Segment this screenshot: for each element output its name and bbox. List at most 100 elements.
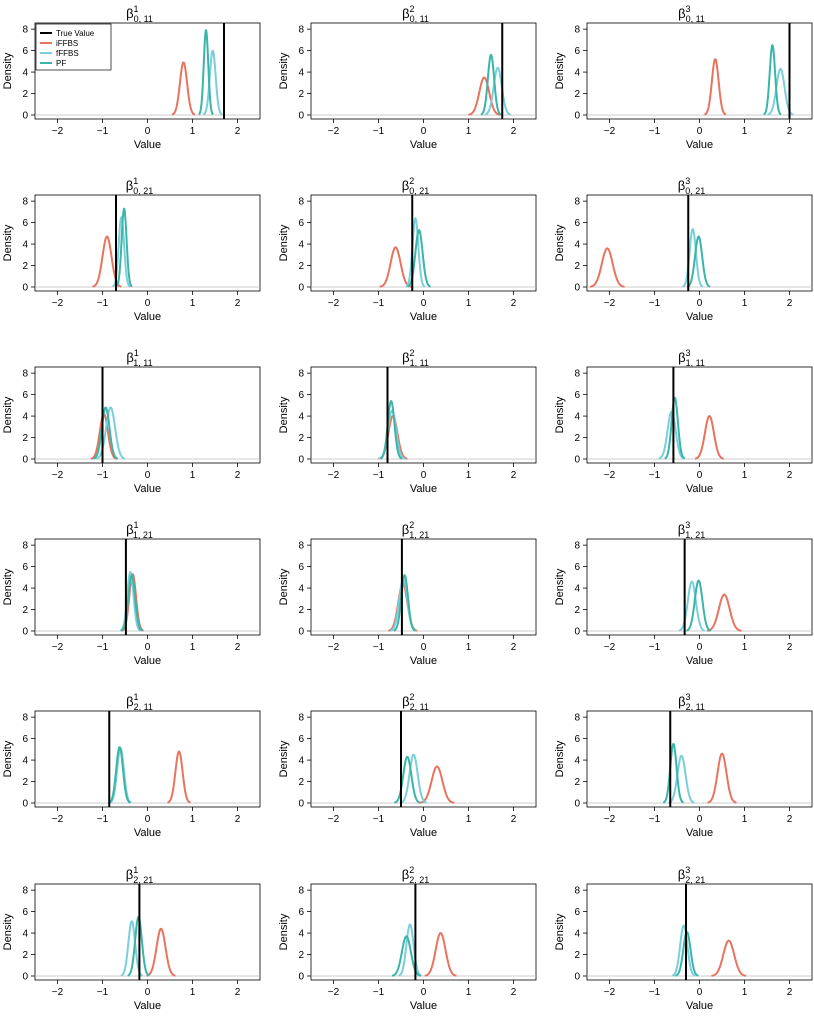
panel-title: β1 2, 21 — [126, 865, 154, 885]
panel-title: β1 1, 21 — [126, 520, 153, 540]
x-axis-label: Value — [686, 827, 713, 839]
title-symbol: β — [678, 867, 685, 882]
x-axis-label: Value — [410, 139, 437, 151]
y-tick-label: 0 — [22, 455, 28, 466]
y-axis-label: Density — [2, 913, 14, 950]
x-axis-label: Value — [410, 483, 437, 495]
panel-title: β3 0, 21 — [678, 176, 706, 196]
y-tick-label: 6 — [574, 562, 580, 573]
x-tick-label: 0 — [421, 642, 427, 653]
y-axis-label: Density — [2, 396, 14, 433]
density-curve-iffbs — [589, 247, 626, 288]
title-symbol: β — [678, 350, 685, 365]
density-curve-pf — [685, 579, 712, 632]
y-tick-label: 4 — [22, 240, 28, 251]
x-tick-label: 0 — [145, 987, 151, 998]
x-tick-label: −2 — [604, 987, 616, 998]
plot-frame — [34, 366, 261, 464]
y-axis-label: Density — [278, 52, 290, 89]
y-tick-label: 4 — [22, 584, 28, 595]
y-tick-label: 4 — [574, 929, 580, 940]
y-tick-label: 0 — [574, 972, 580, 983]
panel-title: β2 0, 21 — [402, 176, 430, 196]
panel-title: β2 1, 11 — [402, 348, 429, 368]
x-tick-label: 2 — [235, 814, 241, 825]
panel-title: β3 2, 21 — [678, 865, 706, 885]
title-subscript: 1, 21 — [685, 530, 705, 540]
x-axis-label: Value — [686, 1000, 713, 1012]
y-tick-label: 8 — [298, 369, 304, 380]
x-axis-label: Value — [134, 483, 161, 495]
x-tick-label: 1 — [466, 642, 472, 653]
plot-frame — [586, 366, 813, 464]
x-tick-label: 0 — [697, 298, 703, 309]
panel-title: β2 0, 11 — [402, 4, 429, 24]
y-axis-label: Density — [278, 396, 290, 433]
y-tick-label: 8 — [298, 541, 304, 552]
x-tick-label: 2 — [787, 126, 793, 137]
y-tick-label: 2 — [22, 89, 28, 100]
title-symbol: β — [402, 522, 409, 537]
title-superscript: 3 — [685, 176, 690, 186]
title-subscript: 2, 21 — [685, 875, 705, 885]
x-tick-label: 1 — [742, 814, 748, 825]
x-tick-label: 2 — [511, 298, 517, 309]
title-symbol: β — [126, 178, 133, 193]
title-subscript: 0, 21 — [409, 186, 429, 196]
x-tick-label: 2 — [511, 814, 517, 825]
y-tick-label: 8 — [574, 369, 580, 380]
x-tick-label: 0 — [421, 298, 427, 309]
x-tick-label: 2 — [511, 126, 517, 137]
y-tick-label: 2 — [298, 433, 304, 444]
panel-title: β2 2, 21 — [402, 865, 430, 885]
y-axis-label: Density — [2, 52, 14, 89]
x-tick-label: 2 — [235, 642, 241, 653]
y-tick-label: 2 — [22, 261, 28, 272]
y-tick-label: 0 — [298, 455, 304, 466]
title-superscript: 1 — [133, 865, 138, 875]
x-tick-label: 2 — [235, 298, 241, 309]
x-tick-label: 0 — [697, 814, 703, 825]
title-subscript: 0, 21 — [685, 186, 705, 196]
x-tick-label: 1 — [190, 987, 196, 998]
x-axis-label: Value — [686, 311, 713, 323]
y-tick-label: 6 — [22, 390, 28, 401]
density-curve-iffbs — [377, 415, 408, 460]
title-superscript: 2 — [410, 4, 415, 14]
legend-label: fFFBS — [56, 49, 79, 58]
x-tick-label: −2 — [328, 470, 340, 481]
density-curve-pf — [686, 235, 711, 288]
panel-title: β1 0, 11 — [126, 4, 153, 24]
y-tick-label: 4 — [22, 412, 28, 423]
y-tick-label: 0 — [574, 799, 580, 810]
y-tick-label: 0 — [298, 111, 304, 122]
legend-label: iFFBS — [56, 39, 78, 48]
y-tick-label: 4 — [298, 756, 304, 767]
density-curve-pf — [197, 29, 215, 116]
y-axis-label: Density — [554, 52, 566, 89]
x-axis-label: Value — [134, 655, 161, 667]
y-tick-label: 0 — [22, 283, 28, 294]
density-curve-iffbs — [706, 593, 743, 632]
density-curve-fffbs — [202, 49, 223, 116]
y-tick-label: 6 — [22, 562, 28, 573]
title-symbol: β — [678, 522, 685, 537]
x-tick-label: 2 — [511, 470, 517, 481]
plot-frame — [34, 710, 261, 808]
y-tick-label: 0 — [298, 972, 304, 983]
density-curve-iffbs — [467, 76, 501, 116]
y-tick-label: 8 — [22, 886, 28, 897]
x-tick-label: −2 — [52, 298, 64, 309]
panel-15: β3 2, 11 −2 −1 0 1 2 0 2 4 6 8 Value Density — [554, 692, 813, 839]
y-tick-label: 8 — [22, 541, 28, 552]
x-tick-label: −2 — [52, 642, 64, 653]
title-subscript: 0, 11 — [134, 14, 153, 24]
x-tick-label: −1 — [373, 470, 385, 481]
x-tick-label: −1 — [649, 298, 661, 309]
y-tick-label: 0 — [22, 799, 28, 810]
title-symbol: β — [678, 6, 685, 21]
title-subscript: 2, 11 — [134, 702, 153, 712]
